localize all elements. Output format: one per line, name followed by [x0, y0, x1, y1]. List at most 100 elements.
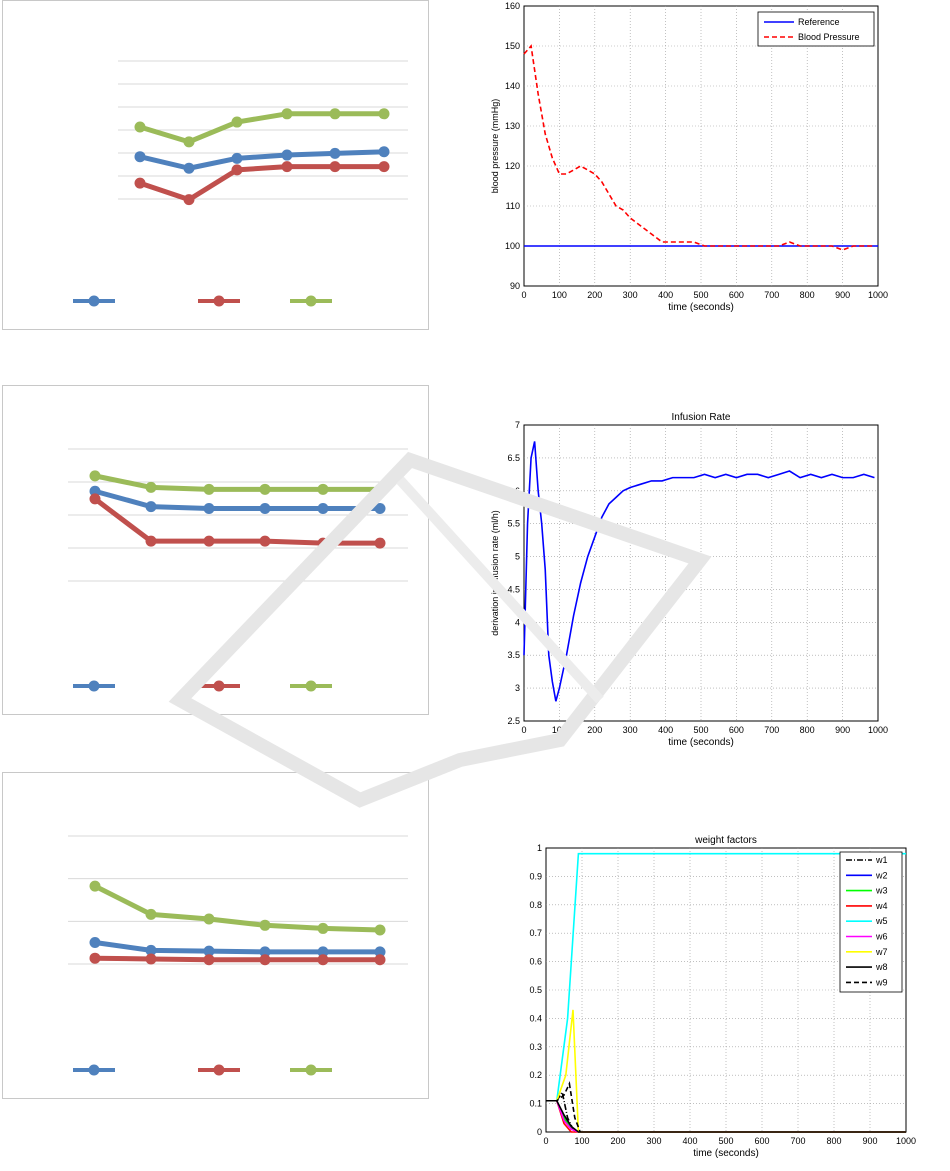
data-point: [145, 944, 157, 956]
y-tick-label: 0.9: [529, 871, 542, 881]
infusion-rate-chart: 0 100 200 300 400 500 600 700 800 900 1000 2.5 3 3.5 4…: [490, 412, 888, 748]
chart-title: weight factors: [694, 835, 757, 846]
data-point: [329, 108, 341, 120]
x-tick-label: 0: [543, 1136, 548, 1146]
y-tick-label: 4: [515, 617, 520, 627]
x-tick-label: 0: [521, 290, 526, 300]
data-point: [374, 537, 386, 549]
excel-chart-1: [73, 60, 408, 307]
data-point: [317, 483, 329, 495]
data-point: [378, 161, 390, 173]
x-tick-label: 200: [587, 725, 602, 735]
y-tick-label: 1: [537, 843, 542, 853]
y-tick-label: 100: [505, 241, 520, 251]
y-tick-label: 110: [506, 201, 520, 211]
series-line-2: [139, 164, 384, 203]
data-point: [89, 937, 101, 949]
data-point: [203, 483, 215, 495]
legend-entry: w9: [875, 977, 888, 987]
plot-area: [523, 5, 879, 287]
y-tick-label: 0: [537, 1127, 542, 1137]
x-tick-label: 800: [800, 725, 815, 735]
x-tick-label: 200: [610, 1136, 625, 1146]
series-line-3: [139, 111, 384, 145]
data-point: [259, 483, 271, 495]
x-tick-label: 400: [658, 725, 673, 735]
x-tick-label: 500: [718, 1136, 733, 1146]
legend-entry: w6: [875, 932, 888, 942]
legend-entry: w1: [875, 855, 888, 865]
x-tick-label: 900: [862, 1136, 877, 1146]
data-point: [89, 470, 101, 482]
data-point: [317, 537, 329, 549]
data-point: [259, 946, 271, 958]
y-tick-label: 0.8: [529, 900, 542, 910]
data-point: [281, 149, 293, 161]
data-point: [203, 503, 215, 515]
data-point: [134, 121, 146, 133]
y-tick-label: 7: [515, 420, 520, 430]
data-point: [374, 503, 386, 515]
y-tick-label: 5.5: [507, 519, 520, 529]
legend-entry: w7: [875, 947, 888, 957]
legend-marker-2: [213, 1064, 225, 1076]
data-point: [89, 952, 101, 964]
data-point: [89, 485, 101, 497]
data-point: [89, 493, 101, 505]
x-tick-label: 600: [729, 725, 744, 735]
y-tick-label: 160: [505, 1, 520, 11]
data-point: [89, 880, 101, 892]
data-point: [203, 945, 215, 957]
data-point: [259, 535, 271, 547]
series-line-Blood Pressure: [523, 44, 875, 251]
data-point: [203, 535, 215, 547]
data-point: [329, 161, 341, 173]
y-tick-label: 130: [505, 121, 520, 131]
legend-entry: w3: [875, 886, 888, 896]
data-point: [374, 483, 386, 495]
data-point: [145, 908, 157, 920]
x-tick-label: 300: [646, 1136, 661, 1146]
legend-marker-2: [213, 295, 225, 307]
legend-entry: w2: [875, 870, 888, 880]
data-point: [281, 108, 293, 120]
legend-marker-3: [305, 680, 317, 692]
y-tick-label: 6: [515, 486, 520, 496]
data-point: [281, 161, 293, 173]
x-tick-label: 600: [754, 1136, 769, 1146]
data-point: [145, 953, 157, 965]
y-tick-label: 0.2: [529, 1070, 542, 1080]
y-tick-label: 5: [515, 552, 520, 562]
data-point: [317, 946, 329, 958]
legend-marker-3: [305, 1064, 317, 1076]
y-tick-label: 0.3: [529, 1042, 542, 1052]
x-tick-label: 500: [693, 725, 708, 735]
x-tick-label: 500: [693, 290, 708, 300]
data-point: [203, 954, 215, 966]
weight-factors-chart: 0 100 200 300 400 500 600 700 800 900 1000 0 0.1 0.2 0…: [529, 835, 916, 1159]
data-point: [378, 108, 390, 120]
data-point: [374, 946, 386, 958]
data-point: [317, 503, 329, 515]
x-tick-label: 700: [764, 290, 779, 300]
excel-chart-2: [68, 448, 408, 692]
y-tick-label: 0.6: [529, 957, 542, 967]
y-tick-label: 120: [505, 161, 520, 171]
y-tick-label: 140: [505, 81, 520, 91]
legend-entry: w4: [875, 901, 888, 911]
data-point: [134, 177, 146, 189]
legend-entry: Blood Pressure: [798, 32, 860, 42]
y-tick-label: 6.5: [507, 453, 520, 463]
series-line-2: [94, 955, 380, 963]
excel-chart-3-frame: [2, 772, 429, 1099]
data-point: [317, 922, 329, 934]
excel-chart-1-frame: [2, 0, 429, 330]
series-line-3: [93, 883, 381, 933]
x-axis-label: time (seconds): [668, 737, 734, 748]
y-tick-label: 0.5: [529, 985, 542, 995]
legend-entry: w5: [875, 916, 888, 926]
y-tick-label: 2.5: [507, 716, 520, 726]
x-tick-label: 600: [729, 290, 744, 300]
x-tick-label: 100: [574, 1136, 589, 1146]
x-tick-label: 100: [552, 290, 567, 300]
